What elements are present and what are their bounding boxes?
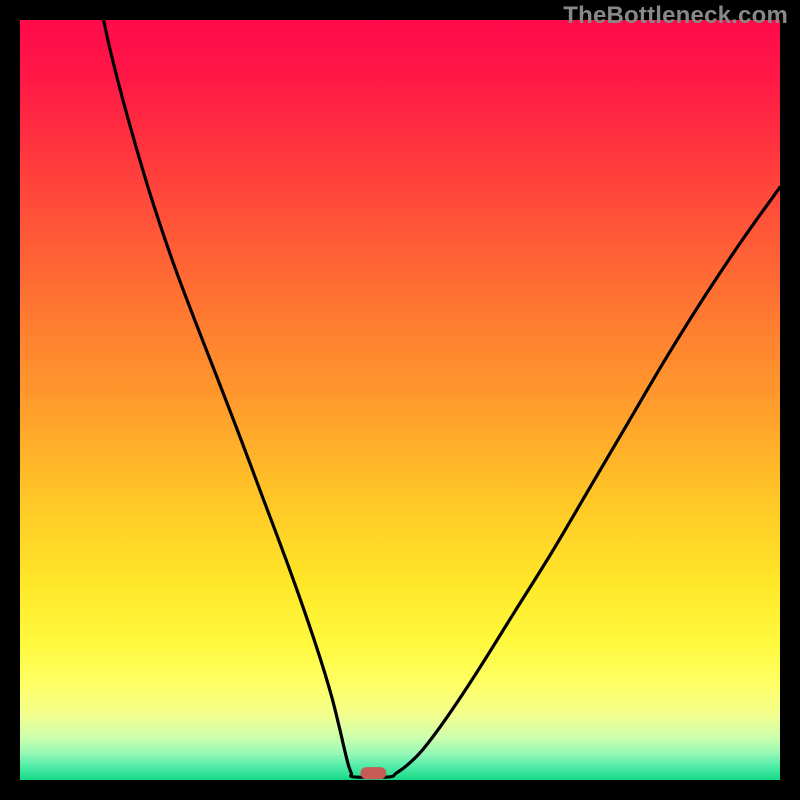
watermark-text: TheBottleneck.com xyxy=(563,2,788,30)
bottleneck-chart xyxy=(0,0,800,800)
chart-stage: TheBottleneck.com xyxy=(0,0,800,800)
optimal-marker xyxy=(360,767,386,779)
